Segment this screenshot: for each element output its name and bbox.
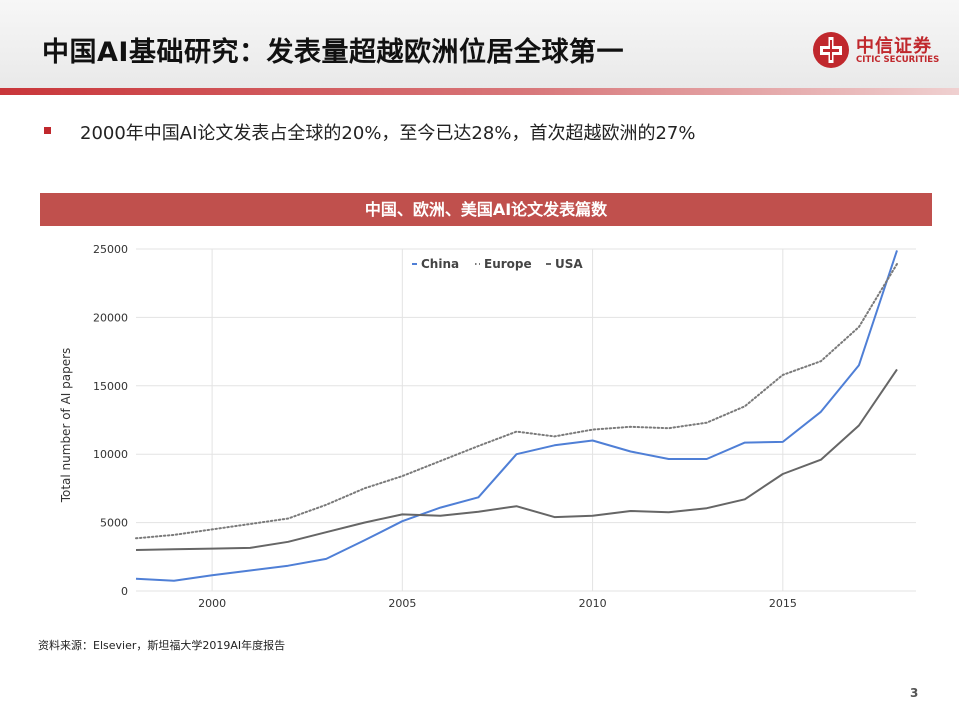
header-accent-line	[0, 88, 959, 95]
x-tick-label: 2005	[388, 597, 416, 610]
chart-series	[135, 250, 898, 582]
page-title: 中国AI基础研究：发表量超越欧洲位居全球第一	[42, 37, 624, 68]
series-line-china	[135, 250, 898, 582]
y-tick-label: 10000	[93, 448, 128, 461]
chart-axes: 0 5000 10000 15000 20000 25000 2000 2005 2010 201…	[59, 243, 797, 610]
logo-name-cn: 中信证券	[856, 36, 932, 57]
company-logo: 中信证券 CITIC SECURITIES	[811, 30, 951, 70]
series-line-europe	[135, 263, 898, 540]
chart-legend: China Europe USA	[412, 257, 583, 271]
header-bar: 中国AI基础研究：发表量超越欧洲位居全球第一 中信证券 CITIC SECURI…	[0, 0, 959, 88]
logo-name-en: CITIC SECURITIES	[856, 55, 940, 65]
x-tick-label: 2015	[769, 597, 797, 610]
y-tick-label: 20000	[93, 311, 128, 324]
legend-label-china: China	[421, 257, 459, 271]
square-bullet-icon	[44, 127, 51, 134]
citic-logo-icon	[813, 32, 849, 68]
y-tick-label: 0	[121, 585, 128, 598]
y-axis-label: Total number of AI papers	[59, 348, 73, 504]
chart-grid	[136, 248, 916, 592]
source-note: 资料来源：Elsevier，斯坦福大学2019AI年度报告	[38, 639, 286, 652]
chart-banner: 中国、欧洲、美国AI论文发表篇数	[40, 193, 932, 226]
series-line-usa	[135, 368, 898, 551]
y-tick-label: 15000	[93, 380, 128, 393]
page-number: 3	[910, 686, 919, 700]
legend-label-usa: USA	[555, 257, 583, 271]
legend-label-europe: Europe	[484, 257, 532, 271]
y-tick-label: 25000	[93, 243, 128, 256]
x-tick-label: 2000	[198, 597, 226, 610]
x-tick-label: 2010	[579, 597, 607, 610]
bullet-text: 2000年中国AI论文发表占全球的20%，至今已达28%，首次超越欧洲的27%	[80, 123, 696, 144]
y-tick-label: 5000	[100, 517, 128, 530]
